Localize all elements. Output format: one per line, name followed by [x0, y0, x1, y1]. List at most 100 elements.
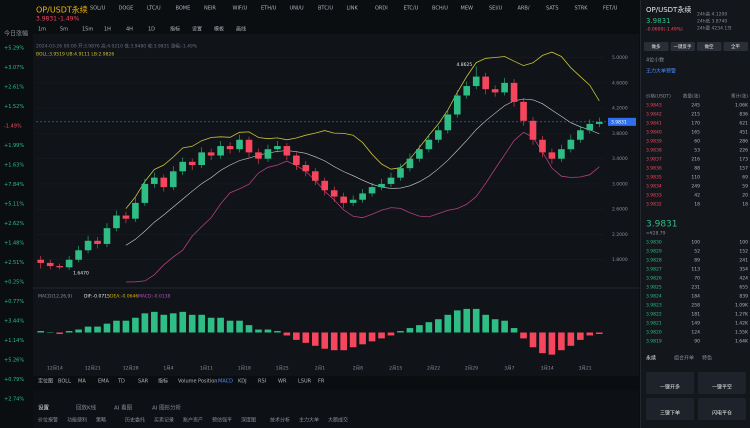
sidebar-item[interactable]: +3.44%	[4, 319, 24, 325]
quick-action[interactable]	[646, 372, 694, 394]
toolbar-item[interactable]: 15m	[82, 27, 93, 33]
bottom-link[interactable]: 大额成交	[328, 417, 348, 424]
ticker-tab[interactable]: SATS	[546, 6, 559, 12]
sidebar-item[interactable]: +5.26%	[4, 358, 24, 364]
ticker-tab[interactable]: LTC/U	[147, 6, 161, 12]
bottom-tab[interactable]: 设置	[38, 404, 50, 412]
toolbar-item[interactable]: 1D	[148, 27, 155, 33]
ticker-tab[interactable]: WIF/U	[233, 6, 248, 12]
toolbar-item[interactable]: 模板	[214, 26, 224, 33]
toolbar-item[interactable]: 5m	[60, 27, 68, 33]
quick-action-label[interactable]: 一键平空	[712, 384, 732, 391]
bottom-tab[interactable]: AI 看图	[114, 404, 133, 412]
quick-action[interactable]	[646, 398, 694, 420]
indicator[interactable]: MA	[78, 379, 86, 385]
indicator[interactable]: Position	[198, 379, 217, 385]
indicator[interactable]: 指标	[158, 378, 168, 385]
precision[interactable]: 4位小数	[646, 57, 664, 64]
sidebar-item[interactable]: +0.77%	[4, 299, 24, 305]
sidebar-item[interactable]: +1.52%	[4, 104, 24, 110]
ticker-tab[interactable]: STRK	[575, 6, 589, 12]
bottom-link[interactable]: 买卖记录	[154, 417, 174, 424]
sidebar-item[interactable]: -1.49%	[4, 124, 22, 130]
indicator[interactable]: WR	[278, 379, 287, 385]
quick-action[interactable]	[698, 398, 746, 420]
action-button[interactable]	[670, 42, 696, 51]
ticker-tab[interactable]: BCH/U	[432, 6, 448, 12]
toolbar-item[interactable]: 1H	[104, 27, 111, 33]
ticker-tab[interactable]: ETH/U	[261, 6, 277, 12]
action-button[interactable]	[644, 42, 669, 51]
ticker-tab[interactable]: BOME	[176, 6, 191, 12]
action-button[interactable]	[697, 42, 722, 51]
quick-action-label[interactable]: 一键开多	[660, 384, 680, 391]
sidebar-item[interactable]: +2.51%	[4, 260, 24, 266]
right-tab[interactable]: 组合开单	[674, 355, 694, 362]
sidebar-item[interactable]: +1.99%	[4, 143, 24, 149]
action-button-label[interactable]: 全平	[731, 43, 740, 50]
indicator[interactable]: KDJ	[238, 379, 247, 385]
sidebar-item[interactable]: +2.74%	[4, 397, 24, 403]
right-tab[interactable]: 特色	[702, 355, 712, 362]
indicator[interactable]: TD	[117, 379, 125, 385]
bottom-link[interactable]: 功能便利	[67, 417, 87, 424]
sidebar-item[interactable]: +1.14%	[4, 338, 24, 344]
sidebar-item[interactable]: +3.07%	[4, 65, 24, 71]
ticker-tab[interactable]: LINK	[347, 6, 359, 12]
ticker-tab[interactable]: FET/U	[603, 6, 618, 12]
quick-action[interactable]	[698, 372, 746, 394]
indicator[interactable]: EMA	[98, 379, 109, 385]
action-button-label[interactable]: 做多	[652, 43, 661, 50]
indicator[interactable]: FR	[318, 379, 325, 385]
sidebar-item[interactable]: +7.84%	[4, 182, 24, 188]
ticker-tab[interactable]: BTC/U	[318, 6, 333, 12]
toolbar-item[interactable]: 1m	[38, 27, 46, 33]
bottom-link[interactable]: 账户资产	[183, 417, 203, 424]
action-button-label[interactable]: 做空	[705, 43, 714, 50]
sidebar-item[interactable]: +5.11%	[4, 202, 24, 208]
bottom-link[interactable]: 技术分析	[270, 417, 290, 424]
symbol[interactable]: OP/USDT永续	[36, 5, 88, 15]
indicator[interactable]: BOLL	[58, 379, 71, 385]
toolbar-item[interactable]: 设置	[192, 26, 202, 33]
ticker-tab[interactable]: ARB/	[518, 6, 530, 12]
bottom-link[interactable]: 主力大单	[299, 417, 319, 424]
ticker-tab[interactable]: NEIR	[204, 6, 216, 12]
indicator[interactable]: MACD	[218, 379, 233, 385]
indicator[interactable]: Volume	[178, 379, 197, 385]
bottom-link[interactable]: 价位报警	[38, 417, 58, 424]
bottom-link[interactable]: 预估强平	[212, 417, 232, 424]
quick-action-label[interactable]: 闪电平仓	[712, 410, 732, 417]
indicator[interactable]: LSUR	[298, 379, 312, 385]
toolbar-item[interactable]: 4H	[126, 27, 133, 33]
sidebar-item[interactable]: +1.63%	[4, 163, 24, 169]
ticker-tab[interactable]: ETC/U	[404, 6, 419, 12]
action-button-label[interactable]: 一键反手	[674, 43, 692, 50]
sidebar-item[interactable]: +5.29%	[4, 46, 24, 52]
ticker-tab[interactable]: UNI/U	[290, 6, 305, 12]
ticker-tab[interactable]: DOGE	[119, 6, 134, 12]
sidebar-item[interactable]: +2.61%	[4, 85, 24, 91]
sidebar-item[interactable]: +2.62%	[4, 221, 24, 227]
bottom-tab[interactable]: AI 图形分析	[152, 404, 182, 412]
indicator[interactable]: SAR	[138, 379, 149, 385]
indicator[interactable]: 定位图	[38, 378, 53, 385]
bottom-tab[interactable]: 回放K线	[76, 404, 97, 412]
ticker-tab[interactable]: MEW	[461, 6, 473, 12]
sidebar-item[interactable]: +0.25%	[4, 280, 24, 286]
bottom-link[interactable]: 深度图	[241, 417, 256, 424]
sidebar-item[interactable]: +1.48%	[4, 241, 24, 247]
indicator[interactable]: RSI	[258, 379, 266, 385]
bottom-link[interactable]: 历史委托	[125, 417, 145, 424]
quick-action-label[interactable]: 三键下单	[660, 410, 680, 417]
ticker-tab[interactable]: SEI/U	[489, 6, 502, 12]
alert[interactable]: 王力大单预警	[646, 68, 676, 75]
right-tab[interactable]: 永续	[646, 355, 656, 362]
sidebar-item[interactable]: +0.79%	[4, 377, 24, 383]
action-button[interactable]	[723, 42, 749, 51]
toolbar-item[interactable]: 画线	[236, 26, 246, 33]
toolbar-item[interactable]: 指标	[170, 26, 180, 33]
bottom-link[interactable]: 策略	[96, 417, 106, 424]
ticker-tab[interactable]: ORDI	[375, 6, 388, 12]
ticker-tab[interactable]: SOL/U	[90, 6, 106, 12]
